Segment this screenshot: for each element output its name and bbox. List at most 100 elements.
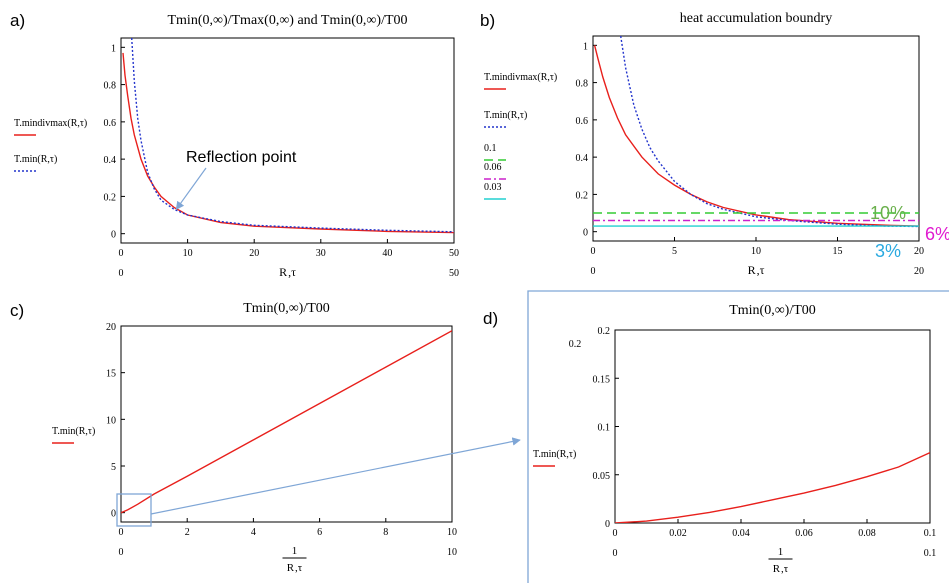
x-tick-label: 2 (185, 527, 190, 538)
series-line-0 (122, 52, 454, 234)
y-tick-label: 0.8 (104, 81, 117, 92)
legend-label: 0.06 (484, 162, 502, 173)
y-tick-label: 0.6 (104, 118, 117, 129)
legend-label: T.min(R,τ) (14, 154, 57, 165)
x-tick-label: 0.06 (795, 528, 813, 539)
y-tick-label: 1 (583, 41, 588, 52)
chart-title: Tmin(0,∞)/Tmax(0,∞) and Tmin(0,∞)/T00 (167, 13, 407, 28)
chart-c: c) Tmin(0,∞)/T00 0 5 10 15 20 0 2 4 6 8 10 0 10 1 R ,τ T.… (10, 301, 457, 574)
x-tick-label: 0 (591, 246, 596, 257)
legend-label: T.min(R,τ) (52, 426, 95, 437)
series-line-1 (620, 36, 919, 228)
legend-label: 0.1 (484, 143, 497, 154)
x-range-min: 0 (119, 547, 124, 558)
x-range-max: 0.1 (924, 548, 937, 559)
x-tick-label: 0 (613, 528, 618, 539)
series-line-1 (131, 38, 454, 233)
annotation-6-percent: 6% (925, 224, 949, 244)
y-tick-label: 0 (583, 228, 588, 239)
x-tick-label: 0 (119, 248, 124, 259)
zoom-region-box (116, 493, 152, 527)
panel-label: c) (10, 301, 24, 320)
y-tick-label: 0.05 (593, 471, 611, 482)
x-tick-label: 20 (249, 248, 259, 259)
y-tick-label: 0.2 (598, 326, 611, 337)
series-group (615, 451, 930, 523)
legend-label: T.mindivmax(R,τ) (14, 118, 87, 129)
panel-label: d) (483, 309, 498, 328)
plot-area (120, 37, 455, 244)
y-tick-label: 0 (111, 230, 116, 241)
x-range-min: 0 (591, 266, 596, 277)
chart-title: Tmin(0,∞)/T00 (243, 301, 330, 316)
legend-label: T.min(R,τ) (484, 110, 527, 121)
plot-area (614, 329, 931, 524)
panel-d-frame (527, 290, 949, 583)
panel-label: a) (10, 11, 25, 30)
y-tick-label: 0.6 (576, 116, 589, 127)
x-axis-label: R ,τ (279, 265, 296, 279)
annotation-3-percent: 3% (875, 241, 901, 261)
chart-title: Tmin(0,∞)/T00 (729, 303, 816, 318)
x-tick-label: 0 (119, 527, 124, 538)
y-tick-label: 1 (111, 43, 116, 54)
annotation-10-percent: 10% (870, 203, 906, 223)
x-tick-label: 8 (383, 527, 388, 538)
y-tick-label: 0.4 (576, 153, 589, 164)
reflection-point-arrow (175, 167, 207, 211)
series-line-0 (615, 451, 930, 523)
x-axis-label-denominator: R ,τ (287, 562, 303, 574)
x-tick-label: 20 (914, 246, 924, 257)
x-tick-label: 4 (251, 527, 256, 538)
y-tick-label: 0.4 (104, 155, 117, 166)
x-range-max: 20 (914, 266, 924, 277)
series-group (593, 36, 919, 228)
x-tick-label: 40 (382, 248, 392, 259)
x-range-min: 0 (119, 268, 124, 279)
x-tick-label: 0.08 (858, 528, 876, 539)
y-tick-label: 20 (106, 322, 116, 333)
series-group (122, 38, 454, 234)
reflection-point-label: Reflection point (186, 149, 297, 166)
zoom-arrow (150, 437, 521, 515)
chart-b: b) heat accumulation boundry 0 0.2 0.4 0.6 0.8… (480, 11, 924, 277)
x-range-max: 10 (447, 547, 457, 558)
y-tick-label: 0.1 (598, 423, 611, 434)
legend-label: T.min(R,τ) (533, 449, 576, 460)
chart-a: a) Tmin(0,∞)/Tmax(0,∞) and Tmin(0,∞)/T00 0… (10, 11, 459, 279)
x-tick-label: 0.02 (669, 528, 687, 539)
x-range-max: 50 (449, 268, 459, 279)
x-axis-label: R ,τ (748, 263, 765, 277)
chart-title: heat accumulation boundry (680, 11, 832, 26)
y-tick-label: 10 (106, 415, 116, 426)
x-axis-label-numerator: 1 (292, 545, 298, 557)
y-range-max: 0.2 (569, 339, 582, 350)
x-tick-label: 50 (449, 248, 459, 259)
x-tick-label: 10 (751, 246, 761, 257)
x-tick-label: 10 (447, 527, 457, 538)
y-tick-label: 0 (111, 509, 116, 520)
y-tick-label: 0.2 (104, 192, 117, 203)
y-tick-label: 5 (111, 462, 116, 473)
y-tick-label: 15 (106, 369, 116, 380)
x-tick-label: 30 (316, 248, 326, 259)
plot-area (120, 325, 453, 523)
x-tick-label: 6 (317, 527, 322, 538)
series-group (121, 330, 452, 514)
chart-d: d) Tmin(0,∞)/T00 0 0.05 0.1 0.15 0.2 0 0.02 0.04 0… (483, 303, 936, 575)
x-axis-label-numerator: 1 (778, 546, 784, 558)
x-tick-label: 0.1 (924, 528, 937, 539)
series-line-0 (121, 330, 452, 514)
x-axis-label-denominator: R ,τ (773, 563, 789, 575)
y-tick-label: 0 (605, 519, 610, 530)
x-tick-label: 5 (672, 246, 677, 257)
x-tick-label: 15 (833, 246, 843, 257)
y-tick-label: 0.8 (576, 79, 589, 90)
x-range-min: 0 (613, 548, 618, 559)
legend-label: T.mindivmax(R,τ) (484, 72, 557, 83)
y-tick-label: 0.2 (576, 190, 589, 201)
legend-label: 0.03 (484, 182, 502, 193)
panel-label: b) (480, 11, 495, 30)
x-tick-label: 10 (183, 248, 193, 259)
